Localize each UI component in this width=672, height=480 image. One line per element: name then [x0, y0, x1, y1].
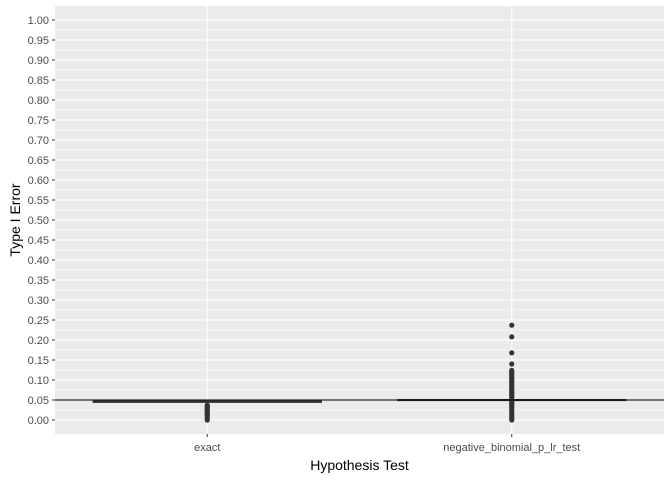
y-tick-label: 0.10	[28, 375, 49, 387]
outlier-point	[204, 402, 210, 408]
outlier-point	[509, 399, 515, 405]
outlier-point	[509, 322, 515, 328]
x-axis: exact negative_binomial_p_lr_test	[194, 434, 580, 454]
y-tick-label: 0.40	[28, 255, 49, 267]
y-axis-title: Type I Error	[7, 183, 23, 256]
y-tick-label: 0.15	[28, 355, 49, 367]
box-exact	[92, 400, 322, 423]
outlier-point	[509, 334, 515, 340]
y-tick-label: 0.05	[28, 395, 49, 407]
y-tick-label: 0.65	[28, 155, 49, 167]
y-tick-label: 0.00	[28, 415, 49, 427]
y-tick-label: 1.00	[28, 15, 49, 27]
y-tick-label: 0.80	[28, 95, 49, 107]
y-tick-label: 0.75	[28, 115, 49, 127]
y-axis: 0.00 0.05 0.10 0.15 0.20 0.25 0.30 0.35 0.40 0.45…	[28, 15, 55, 427]
y-tick-label: 0.45	[28, 235, 49, 247]
y-tick-label: 0.95	[28, 35, 49, 47]
x-tick-label: negative_binomial_p_lr_test	[443, 442, 580, 454]
y-tick-label: 0.60	[28, 175, 49, 187]
x-tick-label: exact	[194, 442, 220, 454]
y-tick-label: 0.25	[28, 315, 49, 327]
y-tick-label: 0.70	[28, 135, 49, 147]
y-tick-label: 0.35	[28, 275, 49, 287]
y-tick-label: 0.90	[28, 55, 49, 67]
y-tick-label: 0.85	[28, 75, 49, 87]
minor-gridlines	[55, 29, 664, 411]
y-tick-label: 0.20	[28, 335, 49, 347]
x-axis-title: Hypothesis Test	[310, 457, 409, 473]
outlier-point	[509, 367, 515, 373]
outlier-point	[509, 350, 515, 356]
outlier-point	[509, 361, 515, 367]
y-tick-label: 0.30	[28, 295, 49, 307]
y-tick-label: 0.50	[28, 215, 49, 227]
y-tick-label: 0.55	[28, 195, 49, 207]
